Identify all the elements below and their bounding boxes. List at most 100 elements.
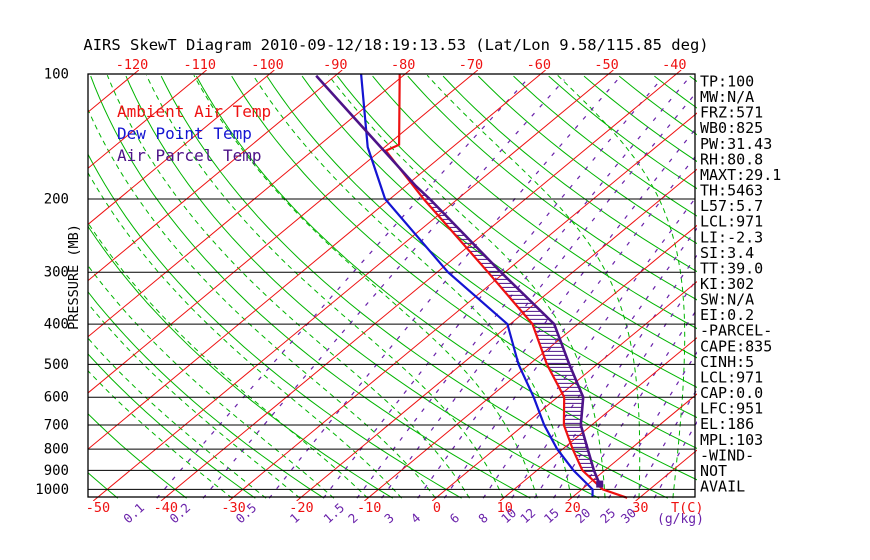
cape-hatch-area <box>420 194 600 484</box>
legend-air-parcel-temp: Air Parcel Temp <box>117 146 262 165</box>
mixing-ratio-line <box>417 126 697 499</box>
stat-line: WB0:825 <box>700 119 763 137</box>
dry-adiabat-line <box>266 75 697 419</box>
top-temp-tick-label: -90 <box>323 57 347 73</box>
stat-line: -WIND- <box>700 446 754 464</box>
top-temp-tick-label: -70 <box>459 57 483 73</box>
pressure-tick-label: 300 <box>44 265 69 281</box>
pressure-tick-label: 800 <box>44 442 69 458</box>
stat-line: TT:39.0 <box>700 259 763 277</box>
bottom-temp-tick-label: -40 <box>154 500 178 516</box>
stat-line: NOT <box>700 462 727 480</box>
mixing-unit-label: (g/kg) <box>657 512 704 527</box>
stat-line: SI:3.4 <box>700 244 754 262</box>
isotherm-line <box>431 280 697 501</box>
chart-title: AIRS SkewT Diagram 2010-09-12/18:19:13.5… <box>83 36 708 54</box>
stat-line: TP:100 <box>700 73 754 91</box>
stat-line: PW:31.43 <box>700 135 772 153</box>
mixing-ratio-line <box>381 90 697 499</box>
pressure-tick-label: 600 <box>44 390 69 406</box>
plot-frame <box>87 73 696 498</box>
mixing-ratio-tick-label: 4 <box>408 510 424 526</box>
isotherm-line <box>88 70 343 282</box>
dry-adiabat-line <box>88 413 187 499</box>
moist-adiabat-line <box>328 74 606 499</box>
plot-grid <box>0 70 697 501</box>
pressure-tick-label: 700 <box>44 418 69 434</box>
dry-adiabat-line <box>477 75 697 245</box>
legend-ambient-air-temp: Ambient Air Temp <box>117 102 271 121</box>
moist-adiabat-line <box>145 74 504 499</box>
legend-dew-point-temp: Dew Point Temp <box>117 124 252 143</box>
dry-adiabat-line <box>125 75 600 499</box>
dry-adiabat-line <box>301 75 697 388</box>
moist-adiabat-line <box>252 74 572 499</box>
stat-line: MAXT:29.1 <box>700 166 781 184</box>
ambient-temp-curve <box>384 73 628 499</box>
pressure-tick-label: 1000 <box>35 482 69 498</box>
top-temp-tick-label: -80 <box>391 57 415 73</box>
dew-point-curve <box>360 73 594 498</box>
bottom-temp-tick-label: 10 <box>497 500 513 516</box>
isotherm-line <box>88 70 411 338</box>
dry-adiabat-line <box>88 291 325 499</box>
stat-line: CAP:0.0 <box>700 384 763 402</box>
dry-adiabat-line <box>442 75 697 273</box>
mixing-ratio-tick-label: 8 <box>475 510 491 526</box>
top-temp-tick-label: -50 <box>594 57 618 73</box>
isotherm-line <box>228 112 697 501</box>
stat-line: RH:80.8 <box>700 150 763 168</box>
moist-adiabat-line <box>426 74 641 499</box>
mixing-ratio-line <box>202 79 565 499</box>
stat-line: LCL:971 <box>700 213 763 231</box>
mixing-ratio-tick-label: 30 <box>618 505 639 526</box>
isotherm-line <box>92 70 614 501</box>
top-temp-tick-label: -100 <box>251 57 284 73</box>
stat-line: SW:N/A <box>700 291 754 309</box>
dry-adiabat-line <box>583 75 697 163</box>
mixing-ratio-tick-label: 0.1 <box>120 500 147 526</box>
bottom-temp-tick-label: -30 <box>221 500 245 516</box>
stat-line: AVAIL <box>700 478 745 496</box>
stat-line: FRZ:571 <box>700 104 763 122</box>
isotherm-line <box>88 70 207 169</box>
pressure-tick-label: 400 <box>44 317 69 333</box>
stat-line: EI:0.2 <box>700 306 754 324</box>
top-temp-tick-label: -110 <box>184 57 217 73</box>
bottom-temp-tick-label: 0 <box>433 500 441 516</box>
mixing-ratio-tick-label: 25 <box>597 505 618 526</box>
stat-line: L57:5.7 <box>700 197 763 215</box>
mixing-ratio-line <box>356 79 688 499</box>
dry-adiabat-line <box>88 225 394 499</box>
mixing-ratio-tick-label: 10 <box>498 505 519 526</box>
dry-adiabat-line <box>0 76 49 498</box>
stat-line: LCL:971 <box>700 368 763 386</box>
mixing-ratio-line <box>443 153 697 499</box>
stat-line: EL:186 <box>700 415 754 433</box>
moist-adiabat-line <box>88 337 267 499</box>
moist-adiabat-line <box>193 74 538 499</box>
stat-line: LI:-2.3 <box>700 228 763 246</box>
dry-adiabat-line <box>195 75 697 481</box>
dry-adiabat-line <box>88 153 462 499</box>
bottom-temp-tick-label: -20 <box>289 500 313 516</box>
stat-line: LFC:951 <box>700 400 763 418</box>
data-curves <box>315 73 628 499</box>
stat-line: KI:302 <box>700 275 754 293</box>
isotherm-line <box>296 168 697 501</box>
mixing-ratio-tick-label: 3 <box>381 510 397 526</box>
pressure-tick-label: 500 <box>44 357 69 373</box>
dry-adiabat-line <box>90 75 531 499</box>
stat-line: -PARCEL- <box>700 322 772 340</box>
lcl-marker <box>596 480 604 488</box>
mixing-ratio-tick-label: 20 <box>572 505 593 526</box>
isotherm-line <box>88 70 546 450</box>
stat-line: MPL:103 <box>700 431 763 449</box>
bottom-temp-tick-label: -50 <box>86 500 110 516</box>
top-temp-tick-label: -60 <box>527 57 551 73</box>
moist-adiabat-line <box>106 75 470 499</box>
pressure-tick-label: 100 <box>44 67 69 83</box>
isotherm-line <box>364 224 697 501</box>
